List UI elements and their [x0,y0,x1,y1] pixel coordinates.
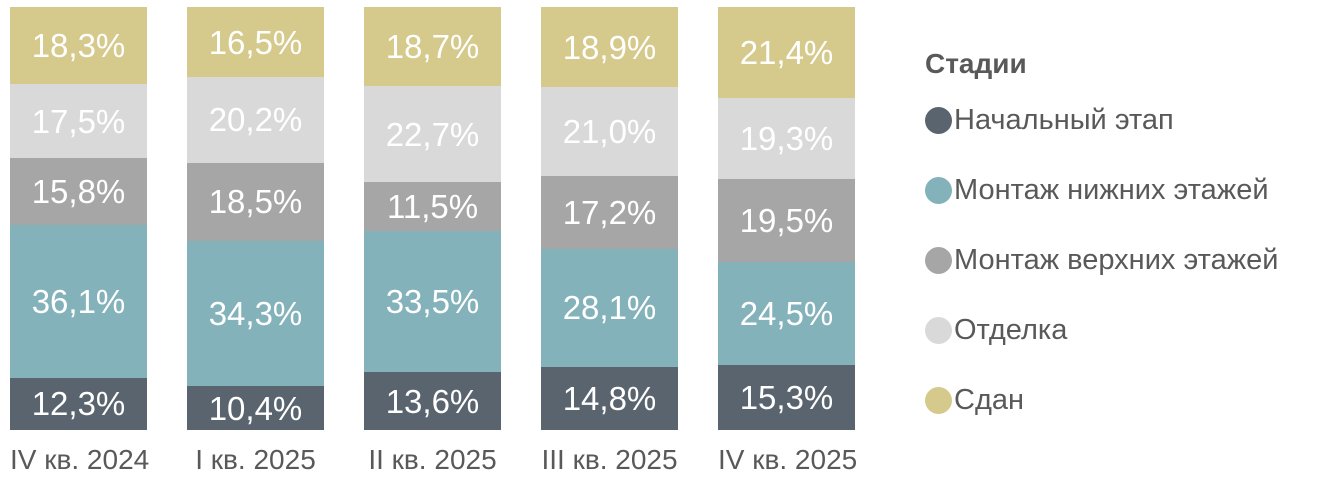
segment-value-label: 34,3% [208,294,303,332]
segment-value-label: 17,2% [562,193,657,231]
legend-item: Сдан [925,383,1332,416]
category-label: I кв. 2025 [195,444,316,475]
segment-value-label: 14,8% [562,380,657,418]
category-label: III кв. 2025 [541,444,678,475]
legend: Стадии Начальный этап Монтаж нижних этаже… [925,45,1332,456]
segment-value-label: 36,1% [31,283,126,321]
bar-segment: 17,2% [541,175,678,249]
bar-segment: 11,5% [364,182,501,231]
segment-value-label: 15,3% [739,379,834,417]
segment-value-label: 33,5% [385,283,480,321]
bar-segment: 10,4% [187,386,324,430]
segment-value-label: 18,9% [562,28,657,66]
segment-value-label: 21,0% [562,112,657,150]
segment-value-label: 18,7% [385,28,480,66]
legend-item: Монтаж нижних этажей [925,173,1332,206]
bar-II кв. 2025: 13,6% 33,5% 11,5% 22,7% 18,7% [364,7,501,430]
segment-value-label: 21,4% [739,33,834,71]
bar-segment: 12,3% [10,377,147,430]
bar-segment: 20,2% [187,77,324,163]
legend-item-label: Сдан [954,383,1025,416]
segment-value-label: 16,5% [208,23,303,61]
category-label: IV кв. 2024 [10,444,150,475]
segment-value-label: 19,5% [739,201,834,239]
legend-swatch-icon [925,176,952,204]
bar-segment: 15,3% [718,365,855,430]
legend-swatch-icon [925,106,952,134]
segment-value-label: 15,8% [31,173,126,211]
bar-III кв. 2025: 14,8% 28,1% 17,2% 21,0% 18,9% [541,7,678,430]
bar-segment: 22,7% [364,86,501,183]
bar-segment: 19,5% [718,179,855,262]
category-label: IV кв. 2025 [718,444,858,475]
legend-item: Отделка [925,313,1332,346]
segment-value-label: 20,2% [208,101,303,139]
bar-segment: 28,1% [541,248,678,368]
bar-segment: 18,5% [187,162,324,241]
legend-swatch-icon [925,246,952,274]
segment-value-label: 13,6% [385,382,480,420]
bar-segment: 15,8% [10,158,147,226]
legend-item-label: Начальный этап [954,103,1174,136]
bar-segment: 21,0% [541,86,678,176]
segment-value-label: 11,5% [386,187,479,225]
legend-title: Стадии [925,48,1027,79]
category-axis: IV кв. 2024 I кв. 2025 II кв. 2025 III кв. … [10,444,858,476]
segment-value-label: 18,5% [208,183,303,221]
bar-segment: 21,4% [718,7,855,98]
plot-area: 12,3% 36,1% 15,8% 17,5% 18,3% 10,4% 34,3% 18,5%… [10,7,855,430]
bar-segment: 19,3% [718,97,855,180]
legend-item-label: Монтаж нижних этажей [954,173,1269,206]
bar-segment: 14,8% [541,367,678,430]
category-label: II кв. 2025 [368,444,497,475]
legend-item: Начальный этап [925,103,1332,136]
segment-value-label: 10,4% [208,389,303,427]
bar-segment: 36,1% [10,225,147,378]
legend-items: Начальный этап Монтаж нижних этажей Монтаж… [925,103,1332,416]
bar-segment: 18,7% [364,7,501,87]
bar-I кв. 2025: 10,4% 34,3% 18,5% 20,2% 16,5% [187,7,324,430]
legend-item-label: Монтаж верхних этажей [954,243,1279,276]
segment-value-label: 22,7% [385,115,480,153]
legend-swatch-icon [925,386,952,414]
segment-value-label: 19,3% [739,119,834,157]
legend-swatch-icon [925,316,952,344]
bar-segment: 17,5% [10,84,147,159]
bar-segment: 18,3% [10,7,147,85]
bar-segment: 16,5% [187,7,324,78]
bar-segment: 18,9% [541,7,678,87]
segment-value-label: 12,3% [31,385,126,423]
legend-item: Монтаж верхних этажей [925,243,1332,276]
bar-segment: 34,3% [187,240,324,387]
segment-value-label: 17,5% [31,102,126,140]
bar-IV кв. 2024: 12,3% 36,1% 15,8% 17,5% 18,3% [10,7,147,430]
segment-value-label: 24,5% [739,294,834,332]
bar-segment: 13,6% [364,372,501,430]
bar-segment: 33,5% [364,230,501,373]
bar-IV кв. 2025: 15,3% 24,5% 19,5% 19,3% 21,4% [718,7,855,430]
legend-item-label: Отделка [954,313,1068,346]
segment-value-label: 18,3% [31,27,126,65]
bar-segment: 24,5% [718,261,855,366]
segment-value-label: 28,1% [562,289,657,327]
